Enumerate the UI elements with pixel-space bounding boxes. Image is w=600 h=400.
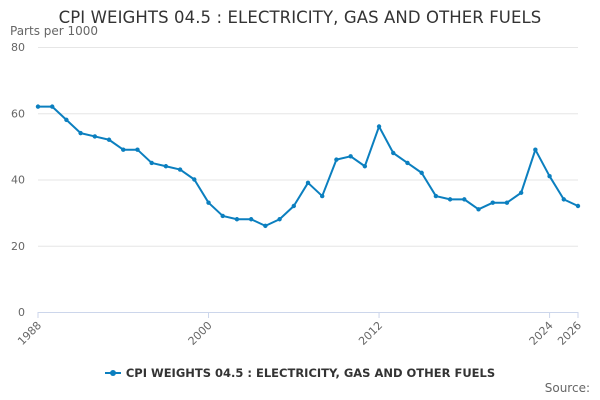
data-point-2021[interactable]	[504, 200, 510, 205]
data-point-2004[interactable]	[263, 223, 268, 229]
data-point-1995[interactable]	[135, 147, 140, 152]
data-point-2010[interactable]	[348, 154, 353, 159]
data-point-1997[interactable]	[163, 164, 169, 169]
data-point-2023[interactable]	[533, 147, 538, 152]
data-point-2026[interactable]	[575, 203, 581, 209]
data-point-2018[interactable]	[462, 197, 467, 202]
data-point-2005[interactable]	[277, 217, 282, 222]
data-point-1994[interactable]	[121, 147, 126, 152]
data-point-2003[interactable]	[248, 217, 254, 222]
data-point-2002[interactable]	[234, 217, 240, 222]
data-point-2007[interactable]	[305, 180, 311, 186]
data-point-1992[interactable]	[92, 134, 98, 139]
y-tick-label-60: 60	[11, 107, 25, 120]
data-point-1996[interactable]	[149, 160, 154, 166]
data-point-1988[interactable]	[35, 104, 41, 109]
data-point-2013[interactable]	[391, 150, 396, 156]
y-axis: 0 20 40 60 80	[11, 41, 25, 319]
legend[interactable]: CPI WEIGHTS 04.5 : ELECTRICITY, GAS AND …	[0, 366, 600, 380]
y-tick-label-40: 40	[11, 174, 25, 187]
x-tick-label-2000: 2000	[186, 319, 215, 348]
x-tick-label-2012: 2012	[356, 319, 385, 348]
data-point-1999[interactable]	[192, 177, 197, 182]
data-point-2025[interactable]	[561, 197, 566, 202]
data-point-2015[interactable]	[419, 170, 424, 176]
data-point-2014[interactable]	[405, 160, 410, 166]
data-point-1993[interactable]	[106, 137, 112, 142]
y-axis-title: Parts per 1000	[10, 24, 99, 38]
gridlines	[38, 47, 578, 247]
y-tick-label-0: 0	[18, 306, 25, 319]
series-line-0[interactable]	[37, 105, 579, 227]
data-point-2008[interactable]	[320, 193, 325, 199]
data-point-2020[interactable]	[490, 200, 495, 205]
data-point-1989[interactable]	[50, 104, 55, 109]
series-group	[35, 104, 581, 229]
data-point-1991[interactable]	[78, 130, 83, 136]
x-tick-label-2026: 2026	[555, 319, 584, 348]
y-tick-label-80: 80	[11, 41, 25, 54]
x-axis	[37, 312, 579, 318]
data-point-2024[interactable]	[547, 173, 552, 179]
data-point-1990[interactable]	[64, 117, 69, 123]
data-point-2019[interactable]	[476, 207, 481, 212]
data-point-2012[interactable]	[376, 124, 382, 129]
data-point-2006[interactable]	[291, 203, 296, 209]
x-tick-label-1988: 1988	[15, 319, 44, 348]
x-tick-label-2024: 2024	[527, 319, 556, 348]
data-point-2016[interactable]	[433, 193, 439, 199]
data-point-1998[interactable]	[177, 167, 183, 172]
chart-title: CPI WEIGHTS 04.5 : ELECTRICITY, GAS AND …	[58, 8, 542, 27]
data-point-2000[interactable]	[206, 200, 211, 205]
data-point-2022[interactable]	[518, 190, 524, 195]
x-axis-labels: 1988 2000 2012 2024 2026	[15, 319, 584, 348]
data-point-2017[interactable]	[447, 197, 453, 202]
y-tick-label-20: 20	[11, 240, 25, 253]
data-point-2011[interactable]	[362, 164, 368, 169]
legend-label[interactable]: CPI WEIGHTS 04.5 : ELECTRICITY, GAS AND …	[125, 366, 496, 380]
data-point-2009[interactable]	[334, 157, 339, 162]
source-credit[interactable]: Source:	[544, 381, 590, 395]
legend-line-marker-icon	[104, 368, 121, 378]
data-point-2001[interactable]	[220, 213, 225, 219]
